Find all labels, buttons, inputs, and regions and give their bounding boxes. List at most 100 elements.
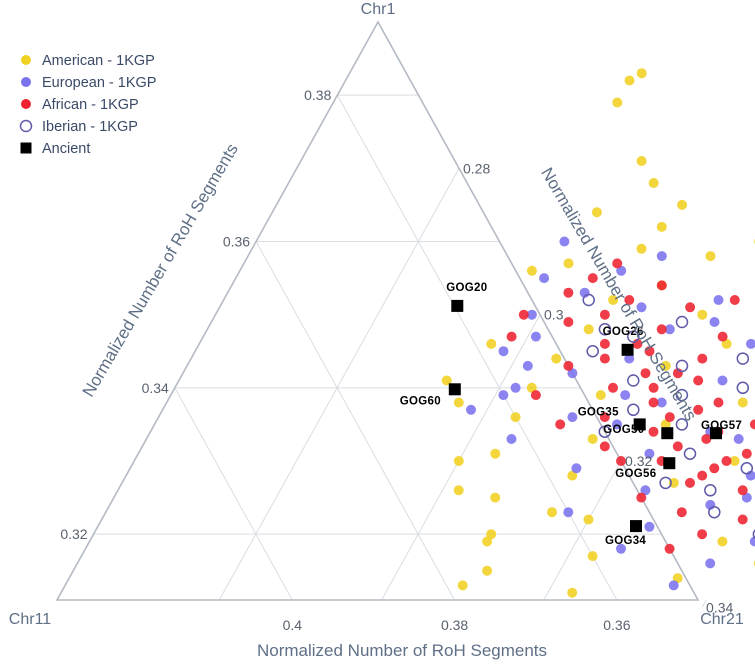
point-american-26 (660, 419, 671, 430)
point-iberian-3 (586, 344, 599, 358)
point-iberian-11 (740, 462, 754, 475)
point-american-7 (591, 207, 602, 218)
point-american-39 (583, 514, 594, 525)
point-iberian-18 (736, 352, 750, 365)
point-iberian-1 (675, 315, 689, 329)
point-african-31 (636, 492, 647, 503)
point-african-12 (697, 353, 708, 364)
point-african-6 (599, 309, 610, 320)
point-iberian-4 (675, 359, 689, 373)
point-european-2 (539, 273, 550, 284)
point-iberian-12 (659, 476, 672, 490)
point-european-48 (733, 434, 744, 444)
scatter-points (441, 68, 755, 598)
ancient-marker-gog50 (661, 427, 674, 440)
point-african-27 (709, 463, 720, 474)
point-iberian-19 (598, 323, 612, 336)
point-american-46 (482, 565, 493, 576)
point-american-0 (636, 68, 647, 79)
point-african-49 (697, 470, 708, 481)
point-african-56 (616, 456, 626, 466)
point-european-5 (664, 324, 675, 335)
point-iberian-17 (736, 381, 750, 395)
ancient-marker-gog26 (621, 343, 634, 356)
tick-label-a-0: 0.32 (60, 526, 87, 542)
tick-label-a-3: 0.38 (304, 87, 331, 103)
legend-item-ancient[interactable]: Ancient (20, 141, 91, 157)
point-european-29 (563, 507, 574, 518)
point-african-2 (656, 280, 667, 291)
point-african-48 (721, 456, 732, 466)
point-iberian-0 (582, 293, 595, 307)
point-european-36 (705, 558, 716, 569)
point-european-13 (498, 390, 509, 401)
point-american-2 (612, 97, 623, 108)
point-african-10 (599, 338, 610, 349)
ancient-marker-gog34 (630, 520, 642, 533)
point-american-14 (583, 324, 594, 335)
point-african-8 (656, 324, 667, 335)
point-african-1 (587, 273, 598, 284)
ancient-label-gog50: GOG50 (603, 424, 644, 436)
point-african-45 (664, 412, 675, 423)
legend-item-european[interactable]: European - 1KGP (21, 75, 156, 91)
point-african-23 (701, 434, 712, 444)
point-american-41 (486, 529, 497, 540)
point-american-52 (453, 397, 464, 408)
point-iberian-6 (675, 388, 689, 402)
point-african-14 (640, 368, 651, 379)
point-european-31 (644, 521, 655, 532)
point-european-55 (522, 360, 533, 371)
point-american-49 (567, 587, 578, 598)
point-american-21 (526, 382, 537, 393)
point-african-7 (563, 317, 574, 327)
point-american-62 (457, 580, 468, 591)
legend-item-iberian[interactable]: Iberian - 1KGP (19, 119, 138, 135)
tick-label-b-2: 0.4 (283, 617, 303, 633)
point-european-34 (616, 543, 626, 554)
point-american-1 (624, 75, 635, 86)
point-african-24 (599, 441, 610, 452)
ancient-label-gog35: GOG35 (578, 406, 619, 418)
legend-item-african[interactable]: African - 1KGP (21, 97, 139, 113)
point-european-19 (506, 434, 517, 444)
point-american-16 (721, 338, 732, 349)
point-african-55 (555, 419, 566, 430)
ancient-samples: GOG20GOG26GOG60GOG24GOG35GOG50GOG57GOG59… (400, 282, 742, 547)
point-european-51 (741, 492, 752, 503)
axis-title-right: Normalized Number of RoH Segments (537, 164, 700, 424)
point-european-59 (636, 302, 647, 313)
point-african-19 (693, 404, 704, 415)
legend: American - 1KGP European - 1KGP African … (19, 53, 156, 157)
point-american-44 (587, 551, 598, 562)
tick-label-c-2: 0.32 (625, 453, 652, 469)
axis-title-left: Normalized Number of RoH Segments (79, 140, 242, 400)
point-european-26 (640, 485, 651, 496)
point-american-4 (648, 178, 659, 188)
svg-text:Iberian - 1KGP: Iberian - 1KGP (42, 119, 138, 135)
grid-line-b-2 (174, 387, 293, 601)
point-african-41 (599, 353, 610, 364)
point-african-34 (737, 514, 748, 525)
point-american-28 (587, 434, 598, 444)
point-african-21 (749, 419, 755, 430)
point-american-36 (490, 492, 501, 503)
point-african-51 (506, 331, 517, 342)
legend-item-american[interactable]: American - 1KGP (21, 53, 155, 69)
point-european-39 (668, 580, 679, 591)
point-iberian-23 (598, 425, 612, 438)
point-american-68 (547, 507, 557, 518)
tick-label-c-0: 0.28 (463, 160, 490, 176)
point-iberian-14 (708, 505, 721, 519)
ancient-marker-gog57 (710, 427, 722, 440)
point-african-43 (648, 382, 659, 393)
point-european-7 (498, 346, 509, 357)
point-african-5 (685, 302, 696, 313)
tick-label-c-1: 0.3 (544, 307, 564, 323)
point-european-33 (749, 536, 755, 547)
vertex-label-right: Chr21 (700, 611, 744, 628)
svg-text:American - 1KGP: American - 1KGP (42, 53, 155, 69)
point-european-68 (620, 390, 631, 401)
point-european-57 (510, 382, 521, 393)
point-american-56 (482, 536, 493, 547)
